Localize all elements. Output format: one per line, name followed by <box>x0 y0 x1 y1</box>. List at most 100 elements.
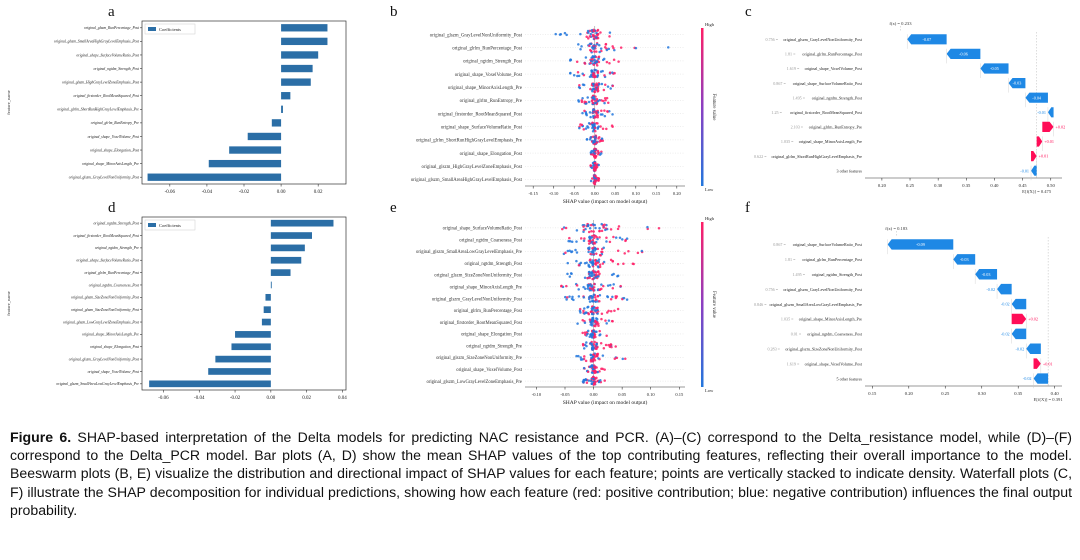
shap-point <box>564 226 568 230</box>
shap-point <box>588 29 592 33</box>
shap-point <box>585 344 588 348</box>
shap-point <box>596 237 599 241</box>
shap-point <box>594 136 597 139</box>
shap-point <box>570 240 574 243</box>
shap-point <box>595 376 598 380</box>
shap-point <box>575 284 579 287</box>
shap-point <box>605 96 609 100</box>
x-tick-label: -0.04 <box>194 396 205 401</box>
shap-point <box>575 240 578 243</box>
shap-point <box>606 110 609 113</box>
shap-point <box>601 354 605 357</box>
shap-point <box>592 375 595 379</box>
category-label: original_glszm_HighGrayLevelZoneEmphasis… <box>62 80 140 84</box>
shap-point <box>603 74 606 77</box>
shap-point <box>588 226 592 230</box>
shap-point <box>581 318 584 322</box>
feature-label: original_ngtdm_Strength_Post <box>812 95 863 100</box>
shap-point <box>591 238 595 242</box>
category-label: original_glszm_SizeZoneNonUniformity_Pos… <box>71 296 140 300</box>
shap-point <box>584 333 587 336</box>
category-label: original_ngtdm_Strength_Post <box>93 221 140 225</box>
shap-point <box>591 96 594 99</box>
x-tick-label: -0.10 <box>549 191 559 196</box>
bar <box>270 269 291 276</box>
shap-point <box>591 164 595 167</box>
shap-point <box>593 259 597 262</box>
shap-point <box>587 121 591 125</box>
feature-label: original_shape_VoxelVolume_Post <box>455 73 523 78</box>
shap-point <box>591 101 595 105</box>
shap-point <box>612 46 615 50</box>
shap-point <box>577 354 580 358</box>
plot-frame <box>141 216 347 391</box>
shap-value-label: -0.03 <box>960 257 969 262</box>
shap-point <box>624 357 627 361</box>
colorbar-low-label: Low <box>705 388 714 393</box>
negative-shap-bar <box>1011 298 1027 310</box>
shap-point <box>600 82 604 86</box>
shap-point <box>601 139 605 143</box>
shap-point <box>590 342 593 346</box>
shap-point <box>592 234 596 237</box>
shap-point <box>615 295 619 298</box>
output-value-label: f(x) = 0.183 <box>885 226 908 231</box>
positive-shap-bar <box>1011 313 1027 325</box>
x-tick-label: -0.05 <box>570 191 580 196</box>
shap-point <box>596 70 599 74</box>
shap-point <box>591 368 595 371</box>
shap-point <box>606 311 609 314</box>
shap-point <box>582 379 586 382</box>
shap-point <box>608 31 612 34</box>
shap-point <box>603 45 607 49</box>
shap-point <box>590 273 594 276</box>
shap-point <box>602 284 605 288</box>
feature-label: original_ngtdm_Strength_Post <box>464 262 522 267</box>
shap-point <box>597 151 600 155</box>
feature-label: original_glszm_HighGrayLevelZoneEmphasis… <box>422 165 523 170</box>
shap-point <box>589 379 593 383</box>
category-label: original_glszm_GrayLevelNonUniformity_Po… <box>69 176 140 180</box>
shap-point <box>596 354 599 357</box>
negative-shap-bar <box>1031 165 1037 176</box>
shap-point <box>587 100 591 104</box>
shap-value-label: -0.02 <box>1023 376 1032 381</box>
x-tick-label: -0.02 <box>239 190 250 195</box>
panel-d-bar-chart: original_ngtdm_Strength_Post original_fir… <box>0 214 350 414</box>
negative-shap-bar <box>946 48 981 60</box>
shap-point <box>594 174 597 178</box>
shap-point <box>598 236 601 239</box>
shap-point <box>595 97 599 101</box>
shap-point <box>595 343 598 346</box>
category-label: original_glszm_SizeZoneNonUniformity_Pos… <box>71 308 140 312</box>
negative-shap-bar <box>1011 328 1027 340</box>
feature-label: original_glszm_LowGrayLevelZoneEmphasis_… <box>426 380 522 385</box>
shap-point <box>575 354 578 358</box>
shap-point <box>596 295 600 298</box>
shap-point <box>594 129 597 133</box>
shap-point <box>568 59 572 62</box>
shap-point <box>590 364 593 367</box>
shap-point <box>616 275 619 278</box>
shap-point <box>591 177 594 180</box>
shap-point <box>618 236 622 239</box>
shap-point <box>594 101 597 105</box>
x-tick-label: -0.02 <box>230 396 241 401</box>
shap-point <box>604 319 607 322</box>
shap-point <box>589 115 592 119</box>
shap-point <box>595 273 598 277</box>
shap-point <box>595 60 598 63</box>
shap-point <box>567 239 570 243</box>
y-axis-label: feature_name <box>6 291 11 315</box>
shap-point <box>605 236 608 240</box>
category-label: original_firstorder_RootMeanSquared_Post <box>74 234 140 238</box>
shap-value-label: -0.02 <box>986 287 995 292</box>
shap-point <box>603 114 607 118</box>
shap-point <box>611 260 614 263</box>
shap-point <box>609 87 612 90</box>
shap-point <box>575 229 579 232</box>
shap-point <box>592 108 595 112</box>
shap-point <box>592 63 596 67</box>
panel-e-beeswarm-chart: original_shape_SurfaceVolumeRatio_Post or… <box>350 214 720 414</box>
shap-point <box>576 74 579 78</box>
